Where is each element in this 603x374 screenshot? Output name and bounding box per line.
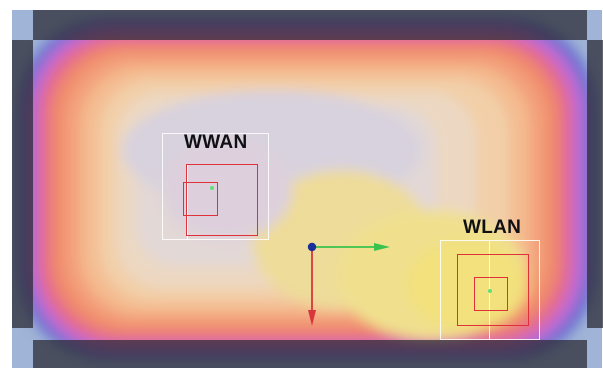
wlan-antenna-point[interactable]: [488, 289, 492, 293]
wlan-antenna-box[interactable]: [474, 277, 508, 311]
view-frame-top: [33, 10, 587, 40]
signal-heatmap: [12, 10, 602, 368]
wwan-zone-inner[interactable]: [186, 164, 258, 236]
wwan-label: WWAN: [184, 132, 248, 153]
wlan-zone-inner[interactable]: [457, 254, 529, 326]
view-frame-bottom: [33, 340, 587, 368]
wwan-divider: [187, 164, 188, 240]
wwan-antenna-point[interactable]: [210, 186, 214, 190]
wlan-label: WLAN: [463, 217, 522, 238]
wwan-zone-outer[interactable]: [162, 133, 269, 240]
wwan-antenna-box[interactable]: [183, 182, 218, 216]
view-frame-right: [587, 40, 603, 328]
view-frame-left: [12, 40, 33, 328]
wlan-zone-outer[interactable]: [440, 240, 540, 340]
